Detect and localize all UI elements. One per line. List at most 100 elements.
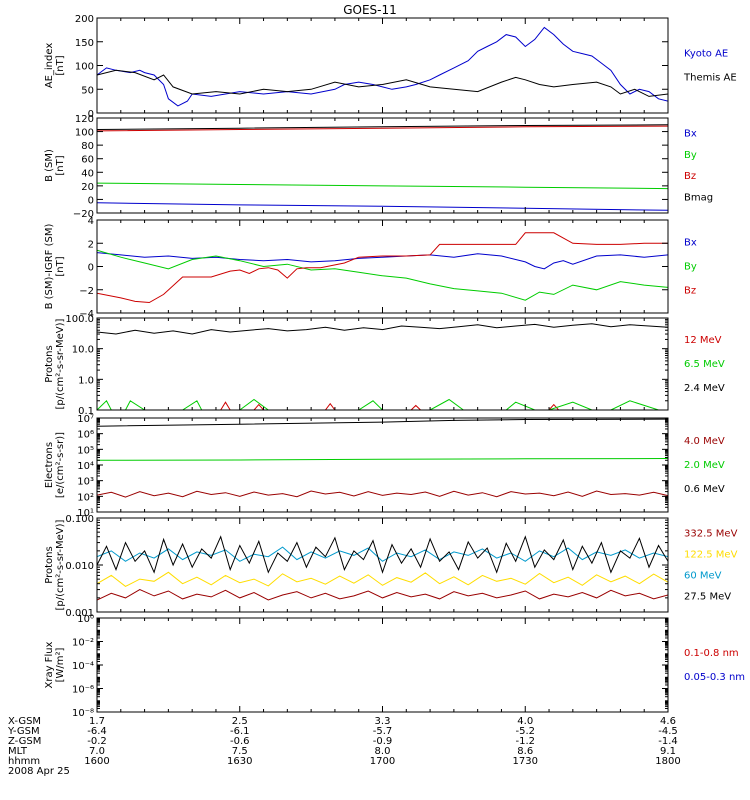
axis-row-value: 1.7	[89, 716, 105, 727]
series-kyoto-ae-line	[97, 26, 668, 107]
series-bx-line	[97, 252, 668, 270]
legend-label: 2.4 MeV	[684, 383, 725, 394]
y-tick-label: 80	[81, 141, 94, 152]
y-axis-label: [p/(cm²-s-sr-MeV)]	[55, 519, 66, 610]
y-tick-label: 0.100	[65, 514, 94, 525]
panel-frame	[96, 117, 669, 214]
legend-label: Bx	[684, 129, 697, 140]
y-axis-label: Xray Flux	[44, 641, 55, 688]
y-tick-label: 0	[88, 195, 94, 206]
y-tick-label: 50	[81, 85, 94, 96]
axis-row-value: 1630	[227, 756, 252, 767]
series-27-5-mev-line	[97, 535, 668, 574]
y-axis-label: [nT]	[55, 55, 66, 75]
legend-label: Bx	[684, 238, 697, 249]
y-tick-label: 10⁻⁴	[72, 661, 94, 672]
panel-5: 0.001 0.010 0.100 Protons [p/(cm²-s-sr-MeV)]…	[44, 514, 738, 619]
y-tick-label: 2	[88, 239, 94, 250]
y-tick-label: −2	[79, 286, 94, 297]
plot-title: GOES-11	[343, 3, 397, 17]
axis-row-value: -0.9	[373, 736, 393, 747]
y-tick-label: −20	[73, 209, 94, 220]
axis-row-label: hhmm	[8, 756, 40, 767]
axis-row-label: Y-GSM	[7, 726, 40, 737]
y-axis-label: Protons	[44, 345, 55, 382]
panel-frame	[96, 219, 669, 314]
legend-label: 12 MeV	[684, 335, 722, 346]
y-axis-label: [e/(cm²-s-sr)]	[55, 432, 66, 498]
y-tick-label: 100	[75, 128, 94, 139]
y-axis-label: B (SM)-IGRF (SM)	[44, 224, 55, 310]
y-tick-label: 20	[81, 182, 94, 193]
y-tick-label: 10⁻²	[72, 638, 94, 649]
panel-0: 0 50 100 150 200 AE_index [nT] Kyoto AE Themis A…	[44, 14, 737, 120]
y-tick-label: 10⁷	[77, 414, 94, 425]
series-bz-line	[97, 232, 668, 304]
y-tick-label: 0.010	[65, 561, 94, 572]
y-tick-label: 4	[88, 216, 94, 227]
panel-frame	[96, 17, 669, 114]
y-tick-label: 10³	[77, 477, 94, 488]
axis-row-value: -1.2	[515, 736, 535, 747]
series-12-mev-line	[220, 401, 559, 410]
y-axis-label: [W/m²]	[55, 647, 66, 682]
y-axis-label: [p/(cm²-s-sr-MeV)]	[55, 318, 66, 409]
y-axis-label: Electrons	[44, 442, 55, 488]
panel-6: 10⁻⁸ 10⁻⁶ 10⁻⁴ 10⁻² 10⁰ Xray Flux [W/m²] 0.1-0.…	[44, 614, 745, 719]
axis-row-value: -0.6	[230, 736, 250, 747]
axis-row-value: 1700	[370, 756, 395, 767]
series-by-line	[97, 182, 668, 190]
y-tick-label: 0.001	[65, 608, 94, 619]
y-tick-label: 200	[75, 14, 94, 25]
y-tick-label: 10⁶	[77, 430, 94, 441]
panel-frame	[96, 317, 669, 411]
series-4-0-mev-line	[97, 490, 668, 498]
panel-4: 10¹ 10² 10³ 10⁴ 10⁵ 10⁶ 10⁷ Electrons [e/(cm²-s-…	[44, 414, 725, 519]
series-by-line	[97, 249, 668, 301]
axis-row-value: -5.2	[515, 726, 535, 737]
legend-label: By	[684, 150, 697, 161]
panel-frame	[96, 417, 669, 513]
axis-row-value: 4.0	[517, 716, 533, 727]
series-themis-ae-line	[97, 69, 668, 97]
axis-row-value: -6.1	[230, 726, 250, 737]
legend-label: By	[684, 262, 697, 273]
y-tick-label: 10⁵	[77, 445, 94, 456]
axis-row-value: 8.0	[375, 746, 391, 757]
y-tick-label: −4	[79, 309, 94, 320]
legend-label: 6.5 MeV	[684, 359, 725, 370]
y-axis-label: [nT]	[55, 155, 66, 175]
y-tick-label: 0	[88, 263, 94, 274]
legend-label: 60 MeV	[684, 571, 722, 582]
axis-row-label: X-GSM	[8, 716, 41, 727]
y-tick-label: 150	[75, 38, 94, 49]
legend-label: 0.6 MeV	[684, 484, 725, 495]
series-bmag-line	[97, 124, 668, 130]
series-bx-line	[97, 202, 668, 211]
y-tick-label: 10⁻⁸	[72, 708, 94, 719]
series-2-0-mev-line	[97, 458, 668, 461]
panel-frame	[96, 617, 669, 713]
y-tick-label: 10⁰	[77, 614, 94, 625]
legend-label: 27.5 MeV	[684, 592, 731, 603]
series-2-4-mev-line	[97, 323, 668, 335]
axis-row-value: 1730	[513, 756, 538, 767]
y-axis-label: AE_index	[44, 43, 55, 89]
legend-label: Themis AE	[683, 73, 737, 84]
y-tick-label: 10¹	[77, 508, 94, 519]
axis-row-value: 9.1	[660, 746, 676, 757]
axis-row-label: MLT	[8, 746, 28, 757]
legend-label: 2.0 MeV	[684, 460, 725, 471]
series-332-5-mev-line	[97, 589, 668, 601]
series-60-mev-line	[97, 546, 668, 562]
axis-row-value: -1.4	[658, 736, 678, 747]
axis-row-value: 3.3	[375, 716, 391, 727]
y-axis-label: Protons	[44, 546, 55, 583]
legend-label: 4.0 MeV	[684, 436, 725, 447]
y-tick-label: 40	[81, 168, 94, 179]
panel-3: 0.1 1.0 10.0 100.0 Protons [p/(cm²-s-sr-MeV)]…	[44, 314, 725, 417]
y-tick-label: 10.0	[72, 345, 94, 356]
panel-1: −20 0 20 40 60 80 100 120 B (SM) [nT] Bx By Bz Bmag	[44, 114, 713, 220]
y-tick-label: 10⁻⁶	[72, 685, 94, 696]
